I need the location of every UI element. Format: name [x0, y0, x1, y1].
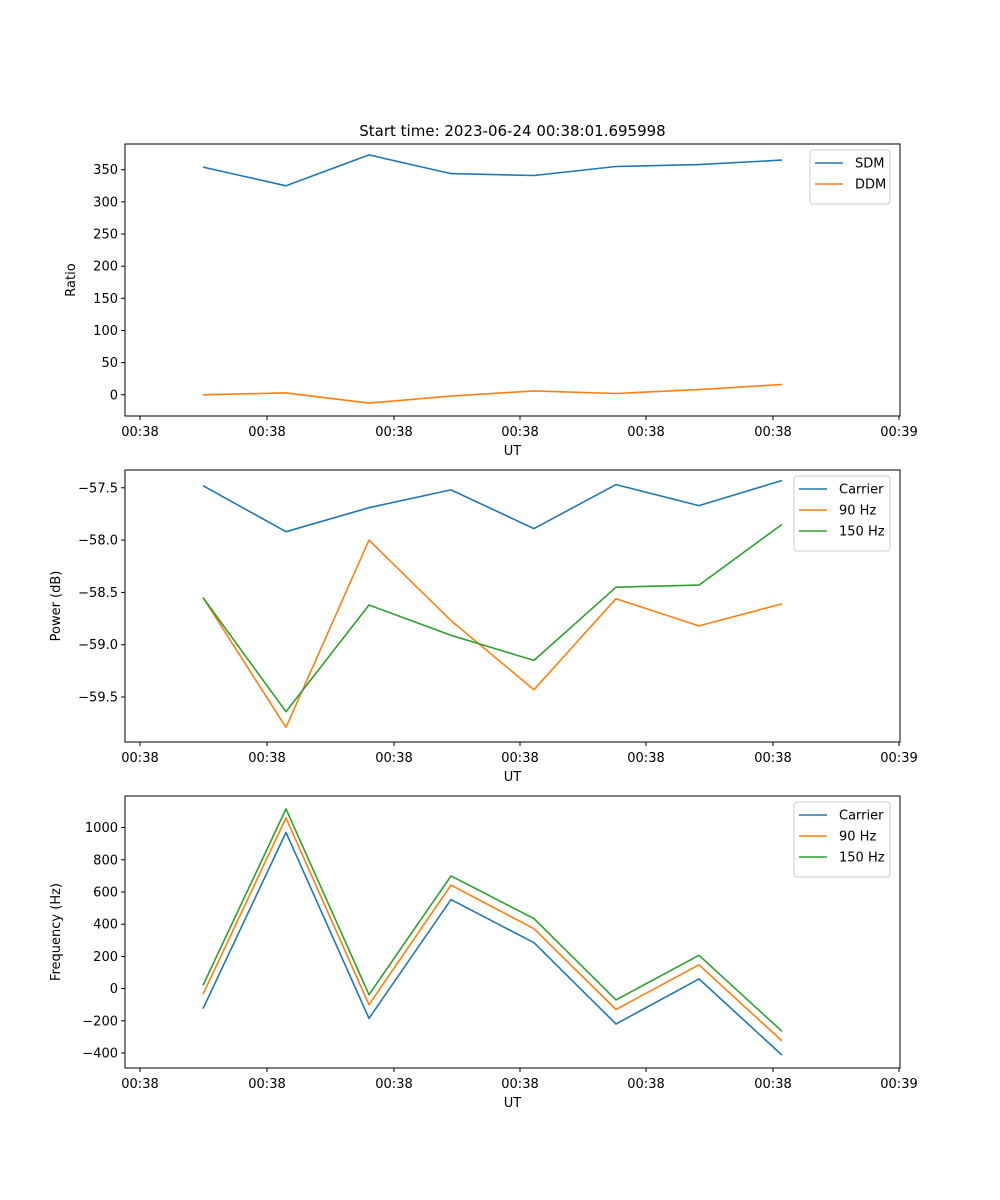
x-tick-label: 00:38 [627, 425, 664, 440]
series-line-carrier [202, 479, 783, 533]
x-tick-label: 00:38 [248, 1077, 285, 1092]
x-tick-label: 00:38 [754, 751, 791, 766]
y-tick-label: 200 [93, 950, 118, 965]
x-tick-label: 00:38 [248, 425, 285, 440]
y-tick-label: 300 [93, 195, 118, 210]
y-tick-label: −57.5 [78, 481, 118, 496]
legend-box [793, 801, 891, 878]
x-tick-label: 00:38 [501, 425, 538, 440]
x-tick-label: 00:39 [880, 1077, 917, 1092]
series-line-ddm [202, 383, 783, 404]
axes-frame [124, 795, 901, 1069]
x-tick-label: 00:39 [880, 425, 917, 440]
x-tick-label: 00:38 [248, 751, 285, 766]
y-tick-label: 0 [110, 982, 118, 997]
series-line-90-hz [202, 539, 783, 729]
y-tick-label: −59.5 [78, 691, 118, 706]
legend-box [793, 475, 891, 552]
legend-label: Carrier [839, 483, 884, 498]
legend: Carrier 90 Hz 150 Hz [793, 475, 891, 552]
y-tick-label: −59.0 [78, 638, 118, 653]
series-line-150-hz [202, 523, 783, 713]
x-tick-label: 00:38 [754, 425, 791, 440]
legend-label: 90 Hz [839, 830, 876, 845]
y-tick-label: −58.0 [78, 534, 118, 549]
y-axis-label: Frequency (Hz) [49, 883, 64, 981]
series-line-150-hz [202, 808, 783, 1032]
series-line-carrier [202, 831, 783, 1056]
axes-frame [124, 469, 901, 743]
x-tick-label: 00:38 [501, 1077, 538, 1092]
x-tick-label: 00:39 [880, 751, 917, 766]
x-tick-label: 00:38 [627, 1077, 664, 1092]
y-tick-label: 150 [93, 292, 118, 307]
y-tick-label: 0 [110, 388, 118, 403]
y-axis-label: Power (dB) [49, 571, 64, 642]
series-line-90-hz [202, 817, 783, 1042]
x-axis-label: UT [504, 770, 522, 785]
x-tick-label: 00:38 [375, 751, 412, 766]
y-tick-label: 400 [93, 918, 118, 933]
y-tick-label: −58.5 [78, 586, 118, 601]
x-tick-label: 00:38 [121, 751, 158, 766]
y-tick-label: 250 [93, 228, 118, 243]
axes-frame [124, 143, 901, 417]
x-tick-label: 00:38 [627, 751, 664, 766]
y-tick-label: −200 [82, 1014, 118, 1029]
x-tick-label: 00:38 [754, 1077, 791, 1092]
y-tick-label: 800 [93, 853, 118, 868]
y-tick-label: 350 [93, 163, 118, 178]
x-axis-label: UT [504, 1096, 522, 1111]
x-axis-label: UT [504, 444, 522, 459]
legend-label: Carrier [839, 809, 884, 824]
y-axis-label: Ratio [64, 263, 79, 296]
chart-panel-3: −400 −200 0 200 400 600 800 1000 00:38 00:38 00:38… [49, 795, 918, 1111]
series-line-sdm [202, 154, 783, 187]
y-tick-label: 100 [93, 324, 118, 339]
x-tick-label: 00:38 [501, 751, 538, 766]
y-tick-label: 200 [93, 260, 118, 275]
y-tick-label: 1000 [85, 821, 118, 836]
legend: SDM DDM [809, 149, 891, 205]
x-tick-label: 00:38 [121, 425, 158, 440]
legend-label: 150 Hz [839, 525, 885, 540]
legend-label: SDM [855, 157, 884, 172]
chart-panel-2: −59.5 −59.0 −58.5 −58.0 −57.5 00:38 00:38 00:38… [49, 469, 918, 785]
x-tick-label: 00:38 [375, 425, 412, 440]
x-tick-label: 00:38 [375, 1077, 412, 1092]
figure-title: Start time: 2023-06-24 00:38:01.695998 [359, 122, 665, 140]
legend-label: DDM [855, 178, 886, 193]
legend-label: 150 Hz [839, 851, 885, 866]
legend: Carrier 90 Hz 150 Hz [793, 801, 891, 878]
y-tick-label: 600 [93, 885, 118, 900]
x-tick-label: 00:38 [121, 1077, 158, 1092]
y-tick-label: −400 [82, 1047, 118, 1062]
chart-panel-1: 0 50 100 150 200 250 300 350 00:38 00:38 00:38 00:3… [64, 143, 918, 459]
y-tick-label: 50 [101, 356, 118, 371]
legend-label: 90 Hz [839, 504, 876, 519]
